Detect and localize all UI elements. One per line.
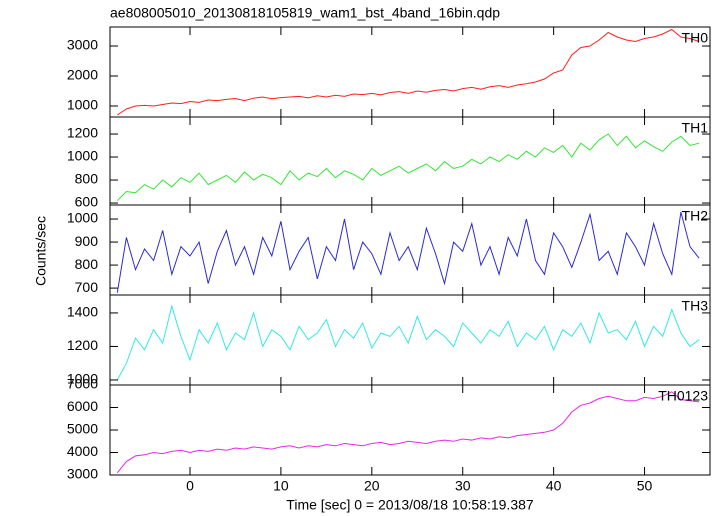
y-tick-label: 1400 — [67, 304, 98, 320]
y-tick-label: 2000 — [67, 67, 98, 83]
y-tick-label: 1200 — [67, 337, 98, 353]
chart-title: ae808005010_20130818105819_wam1_bst_4ban… — [110, 5, 500, 21]
y-tick-label: 600 — [75, 194, 99, 210]
panel-label: TH0 — [682, 30, 709, 46]
y-tick-label: 1000 — [67, 97, 98, 113]
y-tick-label: 800 — [75, 171, 99, 187]
panel-label: TH2 — [682, 208, 709, 224]
y-tick-label: 1000 — [67, 210, 98, 226]
panel-label: TH3 — [682, 298, 709, 314]
x-axis-label: Time [sec] 0 = 2013/08/18 10:58:19.387 — [286, 497, 534, 513]
y-tick-label: 1000 — [67, 371, 98, 387]
y-tick-label: 6000 — [67, 398, 98, 414]
x-tick-label: 0 — [186, 478, 194, 494]
x-tick-label: 40 — [546, 478, 562, 494]
y-tick-label: 4000 — [67, 443, 98, 459]
data-line — [117, 28, 700, 116]
y-tick-label: 900 — [75, 233, 99, 249]
data-line — [116, 211, 700, 293]
data-line — [116, 304, 700, 381]
y-tick-label: 700 — [75, 279, 99, 295]
y-tick-label: 1200 — [67, 125, 98, 141]
data-line — [116, 133, 700, 202]
x-tick-label: 20 — [364, 478, 380, 494]
x-tick-label: 10 — [273, 478, 289, 494]
y-tick-label: 5000 — [67, 421, 98, 437]
panel-frame — [109, 384, 711, 476]
x-tick-label: 50 — [637, 478, 653, 494]
y-tick-label: 1000 — [67, 148, 98, 164]
y-axis-label: Counts/sec — [33, 216, 49, 286]
data-line — [116, 391, 700, 474]
panel-label: TH0123 — [658, 388, 708, 404]
panel-label: TH1 — [682, 120, 709, 136]
x-tick-label: 30 — [455, 478, 471, 494]
y-tick-label: 800 — [75, 256, 99, 272]
y-tick-label: 7000 — [67, 376, 98, 392]
y-tick-label: 3000 — [67, 37, 98, 53]
y-tick-label: 3000 — [67, 466, 98, 482]
